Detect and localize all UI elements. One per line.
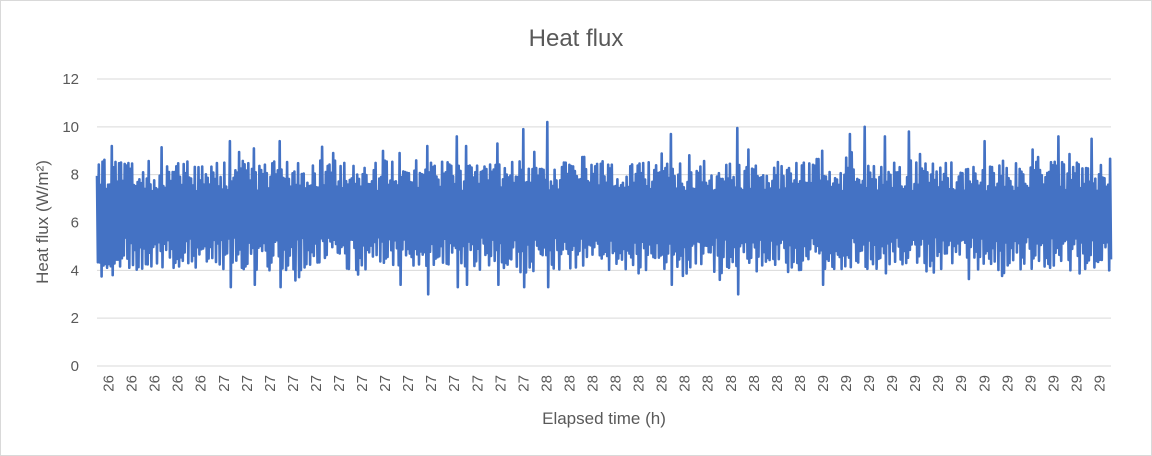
y-tick-label: 12 [62, 71, 79, 88]
x-tick-label: 27 [377, 375, 394, 392]
x-tick-label: 28 [700, 375, 717, 392]
x-tick-label: 27 [239, 375, 256, 392]
y-tick-label: 6 [71, 215, 79, 232]
x-tick-label: 27 [308, 375, 325, 392]
x-tick-label: 27 [216, 375, 233, 392]
x-tick-label: 29 [953, 375, 970, 392]
x-tick-label: 29 [1022, 375, 1039, 392]
x-tick-label: 27 [469, 375, 486, 392]
x-tick-label: 27 [354, 375, 371, 392]
x-tick-label: 28 [723, 375, 740, 392]
x-tick-label: 29 [930, 375, 947, 392]
y-axis-ticks: 0 2 4 6 8 10 12 [62, 71, 79, 375]
x-tick-label: 29 [838, 375, 855, 392]
x-tick-label: 26 [124, 375, 141, 392]
x-tick-label: 27 [262, 375, 279, 392]
x-tick-label: 29 [1068, 375, 1085, 392]
x-tick-label: 27 [331, 375, 348, 392]
x-tick-label: 28 [746, 375, 763, 392]
x-tick-label: 29 [999, 375, 1016, 392]
y-tick-label: 2 [71, 310, 79, 327]
x-tick-label: 27 [285, 375, 302, 392]
y-tick-label: 8 [71, 167, 79, 184]
chart-title: Heat flux [529, 25, 624, 52]
x-tick-label: 29 [861, 375, 878, 392]
x-tick-label: 29 [884, 375, 901, 392]
x-tick-label: 27 [400, 375, 417, 392]
y-tick-label: 4 [71, 262, 79, 279]
x-tick-label: 29 [1091, 375, 1108, 392]
y-tick-label: 0 [71, 358, 79, 375]
heat-flux-series-line [95, 120, 1113, 296]
x-tick-label: 26 [147, 375, 164, 392]
x-tick-label: 29 [976, 375, 993, 392]
x-tick-label: 27 [446, 375, 463, 392]
x-tick-label: 26 [101, 375, 118, 392]
y-axis-title: Heat flux (W/m²) [33, 160, 52, 284]
x-tick-label: 26 [170, 375, 187, 392]
x-tick-label: 28 [769, 375, 786, 392]
x-tick-label: 27 [492, 375, 509, 392]
x-tick-label: 29 [815, 375, 832, 392]
x-axis-ticks: 26 26 26 26 26 27 27 27 27 27 27 27 27 27 27 27 27 27 27 28… [101, 375, 1109, 392]
x-tick-label: 29 [907, 375, 924, 392]
y-tick-label: 10 [62, 119, 79, 136]
x-tick-label: 28 [538, 375, 555, 392]
x-tick-label: 28 [631, 375, 648, 392]
x-tick-label: 28 [654, 375, 671, 392]
x-axis-title: Elapsed time (h) [542, 409, 666, 428]
x-tick-label: 29 [1045, 375, 1062, 392]
x-tick-label: 27 [423, 375, 440, 392]
x-tick-label: 26 [193, 375, 210, 392]
x-tick-label: 28 [677, 375, 694, 392]
x-tick-label: 28 [561, 375, 578, 392]
x-tick-label: 28 [792, 375, 809, 392]
x-tick-label: 28 [608, 375, 625, 392]
x-tick-label: 28 [584, 375, 601, 392]
series-layer [95, 120, 1113, 296]
x-tick-label: 27 [515, 375, 532, 392]
